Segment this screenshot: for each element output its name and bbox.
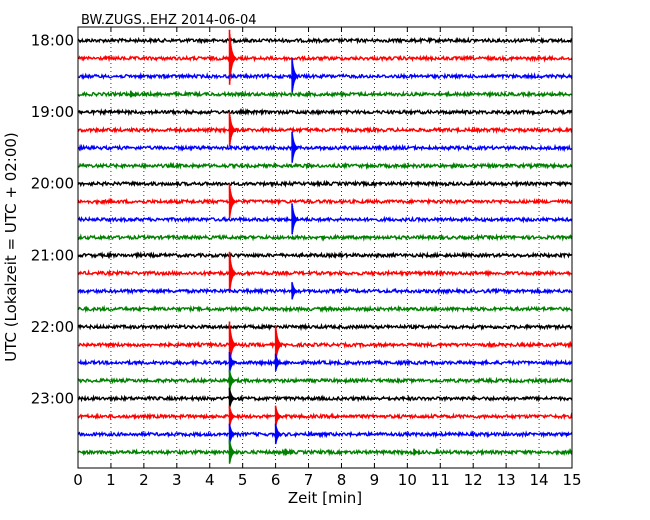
event-spike: [413, 448, 421, 456]
x-tick-label: 9: [370, 471, 380, 489]
grid: [110, 27, 540, 468]
trace-row-4: [77, 107, 573, 117]
x-tick-label: 12: [464, 471, 483, 489]
event-spike: [284, 448, 293, 456]
chart-title: BW.ZUGS..EHZ 2014-06-04: [81, 13, 257, 28]
x-tick-label: 0: [73, 471, 83, 489]
event-spike: [291, 203, 299, 235]
y-tick-label: 19:00: [31, 103, 74, 121]
y-tick-label: 23:00: [31, 390, 74, 408]
event-spike: [228, 423, 237, 445]
x-tick-label: 15: [562, 471, 581, 489]
x-tick-label: 8: [337, 471, 347, 489]
event-spike: [228, 369, 237, 391]
trace-row-2: [77, 71, 573, 81]
x-tick-label: 3: [172, 471, 182, 489]
event-spike: [228, 405, 237, 427]
event-spike: [291, 282, 299, 300]
trace-row-8: [77, 179, 573, 188]
event-spike: [228, 321, 237, 367]
event-spike: [274, 405, 283, 427]
x-tick-label: 4: [205, 471, 215, 489]
event-spike: [274, 423, 283, 445]
x-tick-label: 5: [238, 471, 248, 489]
event-spike: [228, 387, 237, 409]
y-tick-label: 18:00: [31, 32, 74, 50]
x-tick-label: 13: [497, 471, 516, 489]
trace-row-0: [77, 36, 573, 45]
x-axis-label: Zeit [min]: [288, 489, 362, 507]
trace-row-10: [77, 215, 573, 224]
trace-row-7: [77, 161, 573, 171]
axes-frame: [77, 26, 573, 469]
trace-row-17: [77, 340, 573, 350]
event-spike: [228, 439, 237, 464]
trace-row-16: [77, 322, 573, 332]
event-spike: [228, 251, 237, 293]
event-spike: [274, 325, 283, 363]
y-tick-label: 20:00: [31, 175, 74, 193]
trace-row-14: [77, 286, 573, 296]
trace-row-11: [77, 233, 573, 242]
event-spike: [228, 112, 237, 147]
traces: [77, 29, 573, 464]
trace-row-13: [77, 268, 573, 278]
trace-row-9: [77, 197, 573, 206]
ticks: 0 1 2 3 4 5 6 7 8 9 10 11 12 13 14 1518:0019:0020:0021:…: [31, 27, 582, 489]
trace-row-21: [77, 412, 573, 421]
x-tick-label: 2: [139, 471, 149, 489]
x-tick-label: 1: [106, 471, 116, 489]
trace-row-1: [77, 54, 573, 63]
trace-row-6: [77, 143, 573, 153]
trace-row-12: [77, 251, 573, 260]
trace-row-18: [77, 358, 573, 367]
x-tick-label: 10: [398, 471, 417, 489]
trace-row-5: [77, 125, 573, 135]
x-tick-label: 6: [271, 471, 281, 489]
event-spike: [228, 29, 237, 85]
trace-row-19: [77, 376, 573, 385]
event-spike: [291, 58, 299, 93]
x-tick-label: 7: [304, 471, 314, 489]
event-spike: [228, 183, 237, 219]
trace-row-3: [77, 89, 573, 99]
trace-row-22: [77, 430, 573, 439]
event-spike: [291, 131, 299, 163]
event-spike: [129, 90, 138, 98]
trace-row-23: [77, 447, 573, 457]
event-spike: [228, 351, 237, 373]
x-tick-label: 14: [530, 471, 549, 489]
y-tick-label: 22:00: [31, 318, 74, 336]
x-tick-label: 11: [431, 471, 450, 489]
trace-row-20: [77, 394, 573, 403]
y-axis-label: UTC (Lokalzeit = UTC + 02:00): [2, 132, 20, 362]
trace-row-15: [78, 304, 573, 314]
y-tick-label: 21:00: [31, 246, 74, 264]
event-spike: [274, 353, 283, 371]
